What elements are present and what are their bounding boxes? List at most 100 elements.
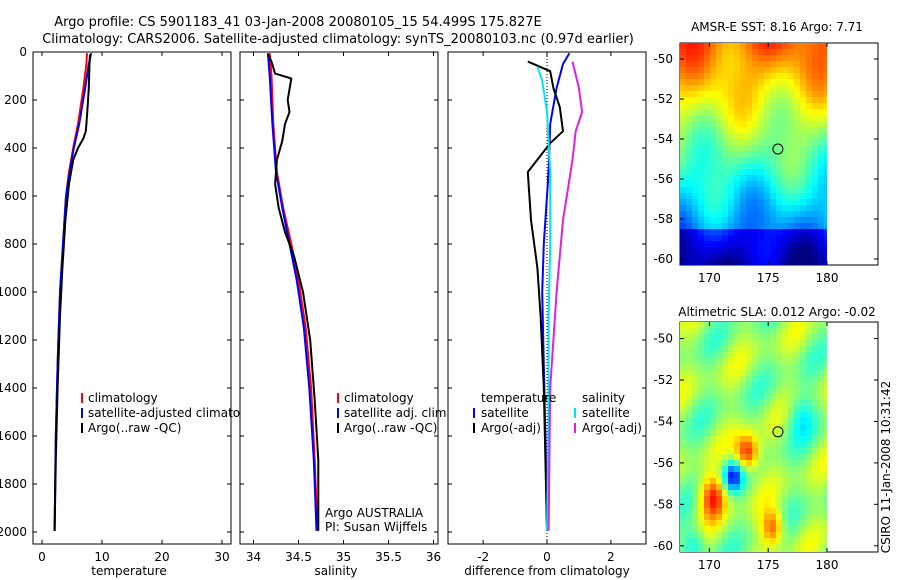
sla-map-cell [782, 460, 789, 467]
sla-map-cell [710, 406, 717, 413]
sla-map-cell [824, 370, 827, 377]
sla-map-cell [686, 400, 693, 407]
sla-map-cell [812, 388, 819, 395]
sst-map-cell [680, 193, 687, 200]
sst-map-cell [716, 55, 723, 62]
sst-map-cell [722, 145, 729, 152]
sst-map-cell [752, 139, 759, 146]
sst-map-cell [800, 43, 807, 50]
sla-map-cell [728, 322, 735, 329]
sla-map-cell [758, 532, 765, 539]
sst-map-cell [776, 97, 783, 104]
sla-map-cell [704, 490, 711, 497]
sla-map-cell [680, 340, 687, 347]
sst-map-cell [806, 97, 813, 104]
sla-map-cell [752, 448, 759, 455]
sla-map-cell [680, 376, 687, 383]
sla-map-cell [758, 550, 765, 552]
sla-map-cell [752, 526, 759, 533]
sst-map-cell [728, 181, 735, 188]
sla-map-cell [776, 358, 783, 365]
sla-map-cell [746, 340, 753, 347]
salinity-series-climatology [268, 53, 319, 531]
sla-map-cell [716, 508, 723, 515]
sst-map-cell [704, 223, 711, 230]
sst-map-cell [722, 55, 729, 62]
sla-map-cell [788, 448, 795, 455]
sla-map-cell [788, 412, 795, 419]
sst-map-cell [764, 235, 771, 242]
sla-map-cell [800, 544, 807, 551]
sst-map-cell [710, 139, 717, 146]
sla-map-cell [686, 364, 693, 371]
sst-map-cell [740, 247, 747, 254]
sst-map-cell [686, 43, 693, 50]
sst-map-cell [728, 61, 735, 68]
sst-map-cell [752, 115, 759, 122]
sst-map-cell [824, 205, 827, 212]
sst-map-cell [764, 109, 771, 116]
sst-map-cell [782, 247, 789, 254]
sla-map-cell [680, 502, 687, 509]
sla-map-cell [794, 490, 801, 497]
sst-map-cell [806, 85, 813, 92]
sla-map-cell [752, 382, 759, 389]
sst-map-cell [776, 121, 783, 128]
sla-map-cell [764, 394, 771, 401]
sst-map-cell [758, 145, 765, 152]
sst-map-cell [722, 217, 729, 224]
sst-map-cell [722, 97, 729, 104]
sst-map-cell [686, 61, 693, 68]
sla-map-cell [782, 328, 789, 335]
sst-map-cell [680, 187, 687, 194]
sla-map-cell [800, 454, 807, 461]
sla-map-cell [686, 466, 693, 473]
sla-map-cell [794, 514, 801, 521]
sla-map-cell [770, 412, 777, 419]
sla-map-cell [734, 496, 741, 503]
sst-map-cell [794, 127, 801, 134]
sla-map-cell [782, 334, 789, 341]
sst-map-cell [716, 241, 723, 248]
sst-map-cell [698, 139, 705, 146]
sla-map-cell [704, 520, 711, 527]
sst-map-cell [746, 73, 753, 80]
sst-map-cell [800, 127, 807, 134]
sla-map-cell [686, 544, 693, 551]
sla-map-cell [800, 328, 807, 335]
sst-map-cell [704, 205, 711, 212]
sst-map-cell [752, 145, 759, 152]
sst-map-cell [794, 157, 801, 164]
sst-map-cell [812, 79, 819, 86]
sst-map-cell [788, 187, 795, 194]
sla-map-cell [740, 388, 747, 395]
sst-map-cell [692, 151, 699, 158]
sla-map-cell [758, 454, 765, 461]
sst-map-cell [806, 73, 813, 80]
sla-map-cell [788, 382, 795, 389]
sst-map-cell [716, 61, 723, 68]
sla-map-cell [704, 550, 711, 552]
sla-map-cell [680, 406, 687, 413]
sst-map-cell [752, 175, 759, 182]
sla-map-cell [680, 436, 687, 443]
sst-map-cell [776, 253, 783, 260]
sst-map-cell [770, 193, 777, 200]
sst-map-cell [824, 241, 827, 248]
sla-map-cell [764, 544, 771, 551]
sla-map-cell [716, 412, 723, 419]
sst-map-cell [680, 145, 687, 152]
sla-map-cell [764, 478, 771, 485]
sla-map-cell [764, 448, 771, 455]
sla-map-cell [794, 400, 801, 407]
sla-map-cell [740, 508, 747, 515]
sst-map-cell [764, 247, 771, 254]
sla-map-cell [716, 514, 723, 521]
sst-map-cell [686, 169, 693, 176]
sst-map-cell [734, 175, 741, 182]
sst-map-cell [764, 145, 771, 152]
sla-map-cell [728, 490, 735, 497]
sla-map-cell [734, 460, 741, 467]
sla-map-cell [770, 436, 777, 443]
sla-map-title: Altimetric SLA: 0.012 Argo: -0.02 [678, 305, 875, 319]
